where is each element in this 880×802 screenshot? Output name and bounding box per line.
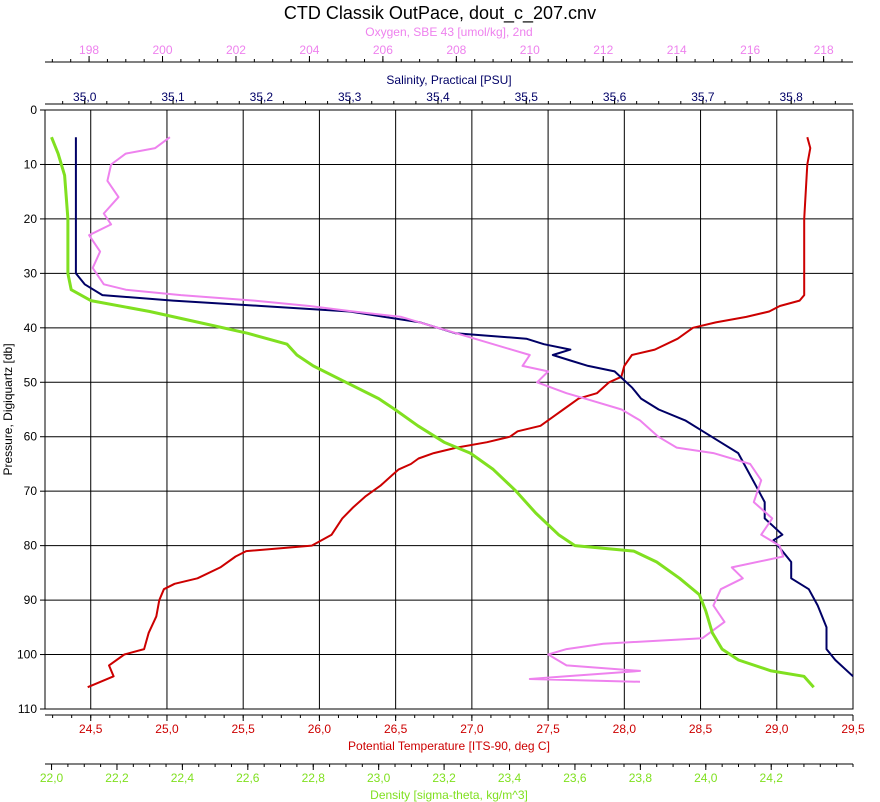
x-tick-label-temperature: 27,0 bbox=[460, 722, 484, 736]
x-tick-label-oxygen: 216 bbox=[740, 43, 760, 57]
y-tick-label: 80 bbox=[24, 539, 38, 553]
x-tick-label-temperature: 26,5 bbox=[384, 722, 408, 736]
series-line-oxygen bbox=[88, 136, 785, 683]
x-tick-label-salinity: 35,6 bbox=[603, 90, 627, 104]
x-tick-label-salinity: 35,3 bbox=[338, 90, 362, 104]
x-tick-label-salinity: 35,8 bbox=[780, 90, 804, 104]
y-tick-label: 40 bbox=[24, 321, 38, 335]
y-tick-label: 30 bbox=[24, 266, 38, 280]
x-tick-label-density: 23,6 bbox=[563, 771, 587, 785]
x-tick-label-salinity: 35,7 bbox=[691, 90, 715, 104]
y-tick-label: 50 bbox=[24, 375, 38, 389]
x-tick-label-oxygen: 198 bbox=[79, 43, 99, 57]
x-tick-label-salinity: 35,1 bbox=[161, 90, 185, 104]
x-tick-label-density: 24,0 bbox=[694, 771, 718, 785]
x-tick-label-density: 23,2 bbox=[432, 771, 456, 785]
x-tick-label-density: 23,4 bbox=[498, 771, 522, 785]
y-tick-label: 0 bbox=[30, 103, 37, 117]
series-line-density bbox=[50, 136, 815, 689]
x-axis-label-salinity: Salinity, Practical [PSU] bbox=[386, 73, 511, 87]
x-tick-label-temperature: 27,5 bbox=[536, 722, 560, 736]
x-tick-label-density: 24,2 bbox=[760, 771, 784, 785]
plot-area bbox=[44, 109, 854, 710]
x-tick-label-density: 22,8 bbox=[302, 771, 326, 785]
x-tick-label-density: 23,0 bbox=[367, 771, 391, 785]
x-tick-label-oxygen: 214 bbox=[667, 43, 687, 57]
x-tick-label-temperature: 29,5 bbox=[841, 722, 865, 736]
series-line-temperature bbox=[87, 136, 812, 689]
x-tick-label-oxygen: 204 bbox=[299, 43, 319, 57]
x-tick-label-density: 22,4 bbox=[171, 771, 195, 785]
x-tick-label-temperature: 29,0 bbox=[765, 722, 789, 736]
y-tick-label: 10 bbox=[24, 157, 38, 171]
x-tick-label-temperature: 26,0 bbox=[308, 722, 332, 736]
x-tick-label-density: 22,0 bbox=[40, 771, 64, 785]
x-tick-label-oxygen: 218 bbox=[814, 43, 834, 57]
x-tick-label-density: 22,2 bbox=[105, 771, 129, 785]
x-tick-label-oxygen: 202 bbox=[226, 43, 246, 57]
x-tick-label-density: 22,6 bbox=[236, 771, 260, 785]
y-tick-label: 90 bbox=[24, 593, 38, 607]
x-tick-label-salinity: 35,4 bbox=[426, 90, 450, 104]
y-tick-label: 70 bbox=[24, 484, 38, 498]
x-tick-label-density: 23,8 bbox=[629, 771, 653, 785]
y-axis-label: Pressure, Digiquartz [db] bbox=[1, 343, 15, 475]
x-tick-label-temperature: 28,0 bbox=[613, 722, 637, 736]
series-line-salinity bbox=[74, 137, 854, 678]
x-tick-label-salinity: 35,2 bbox=[250, 90, 274, 104]
x-tick-label-oxygen: 212 bbox=[593, 43, 613, 57]
y-tick-label: 110 bbox=[18, 702, 37, 716]
x-tick-label-salinity: 35,5 bbox=[515, 90, 539, 104]
y-tick-label: 100 bbox=[17, 648, 37, 662]
x-tick-label-oxygen: 200 bbox=[153, 43, 173, 57]
y-tick-label: 60 bbox=[24, 430, 38, 444]
x-tick-label-temperature: 24,5 bbox=[79, 722, 103, 736]
y-tick-label: 20 bbox=[24, 212, 38, 226]
x-tick-label-oxygen: 206 bbox=[373, 43, 393, 57]
x-tick-label-temperature: 25,0 bbox=[155, 722, 179, 736]
x-tick-label-salinity: 35,0 bbox=[73, 90, 97, 104]
chart-title: CTD Classik OutPace, dout_c_207.cnv bbox=[284, 3, 596, 24]
x-tick-label-temperature: 25,5 bbox=[232, 722, 256, 736]
x-axis-label-temperature: Potential Temperature [ITS-90, deg C] bbox=[348, 739, 550, 753]
x-tick-label-oxygen: 210 bbox=[520, 43, 540, 57]
x-axis-label-density: Density [sigma-theta, kg/m^3] bbox=[370, 788, 528, 802]
x-tick-label-temperature: 28,5 bbox=[689, 722, 713, 736]
x-axis-label-oxygen: Oxygen, SBE 43 [umol/kg], 2nd bbox=[365, 25, 532, 39]
x-tick-label-oxygen: 208 bbox=[446, 43, 466, 57]
